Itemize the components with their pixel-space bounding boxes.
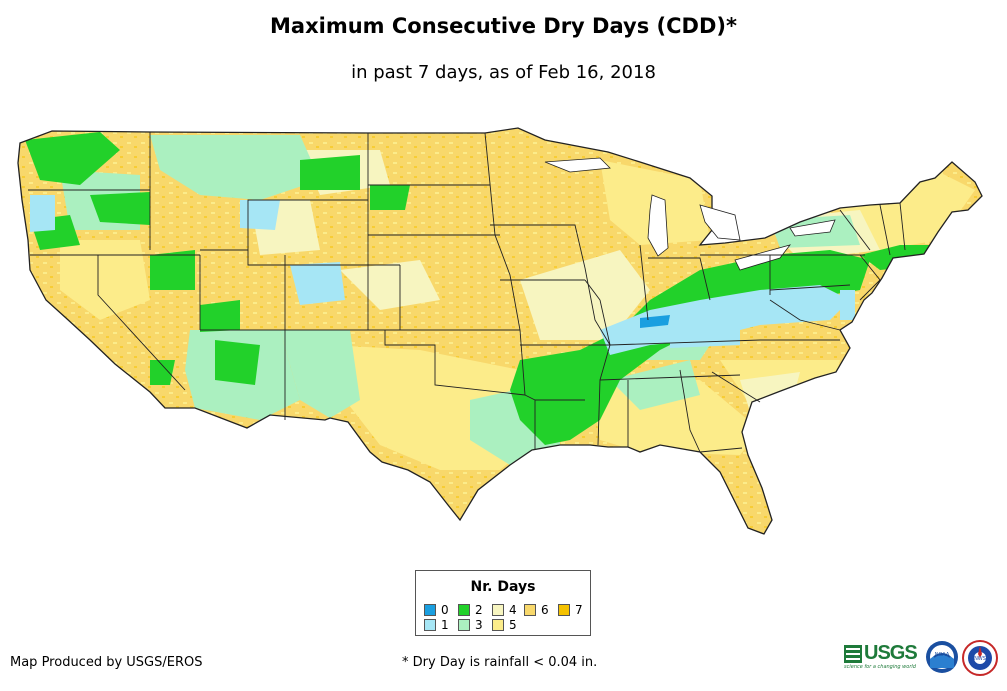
usgs-tagline: science for a changing world: [844, 664, 916, 670]
state-borders: [28, 132, 906, 453]
legend-swatch-4: [492, 604, 504, 616]
legend-item-4: 4: [492, 604, 517, 616]
legend-swatch-7: [558, 604, 570, 616]
legend-item-0: 0: [424, 604, 449, 616]
legend-label-1: 1: [441, 618, 449, 632]
nws-logo-text: NWS: [974, 656, 986, 662]
legend-item-5: 5: [492, 619, 517, 631]
legend-title: Nr. Days: [470, 579, 536, 595]
legend-label-4: 4: [509, 603, 517, 617]
legend-swatch-0: [424, 604, 436, 616]
usgs-wave-icon: [844, 645, 862, 663]
us-cdd-map: [17, 127, 983, 535]
legend-label-6: 6: [541, 603, 549, 617]
legend-swatch-5: [492, 619, 504, 631]
map-credit: Map Produced by USGS/EROS: [10, 655, 203, 670]
nws-logo: NWS: [962, 640, 998, 676]
legend-label-0: 0: [441, 603, 449, 617]
usgs-logo: USGS science for a changing world: [844, 642, 918, 670]
legend-label-5: 5: [509, 618, 517, 632]
dry-day-footnote: * Dry Day is rainfall < 0.04 in.: [402, 655, 598, 670]
legend-swatch-6: [524, 604, 536, 616]
map-subtitle: in past 7 days, as of Feb 16, 2018: [351, 62, 656, 83]
legend-item-3: 3: [458, 619, 483, 631]
legend-label-2: 2: [475, 603, 483, 617]
legend-swatch-2: [458, 604, 470, 616]
legend-item-2: 2: [458, 604, 483, 616]
legend-item-1: 1: [424, 619, 449, 631]
legend-swatch-3: [458, 619, 470, 631]
legend-item-7: 7: [558, 604, 583, 616]
legend: Nr. Days 0 1 2 3 4 5 6 7: [415, 570, 591, 636]
zone-1-day: [30, 195, 855, 355]
great-lakes: [544, 157, 836, 271]
noaa-logo: NOAA: [926, 641, 958, 673]
map-title: Maximum Consecutive Dry Days (CDD)*: [270, 14, 737, 38]
usgs-wordmark: USGS: [864, 642, 918, 664]
legend-item-6: 6: [524, 604, 549, 616]
legend-label-7: 7: [575, 603, 583, 617]
noaa-logo-text: NOAA: [935, 652, 950, 658]
legend-label-3: 3: [475, 618, 483, 632]
legend-swatch-1: [424, 619, 436, 631]
us-outline: [17, 127, 983, 535]
